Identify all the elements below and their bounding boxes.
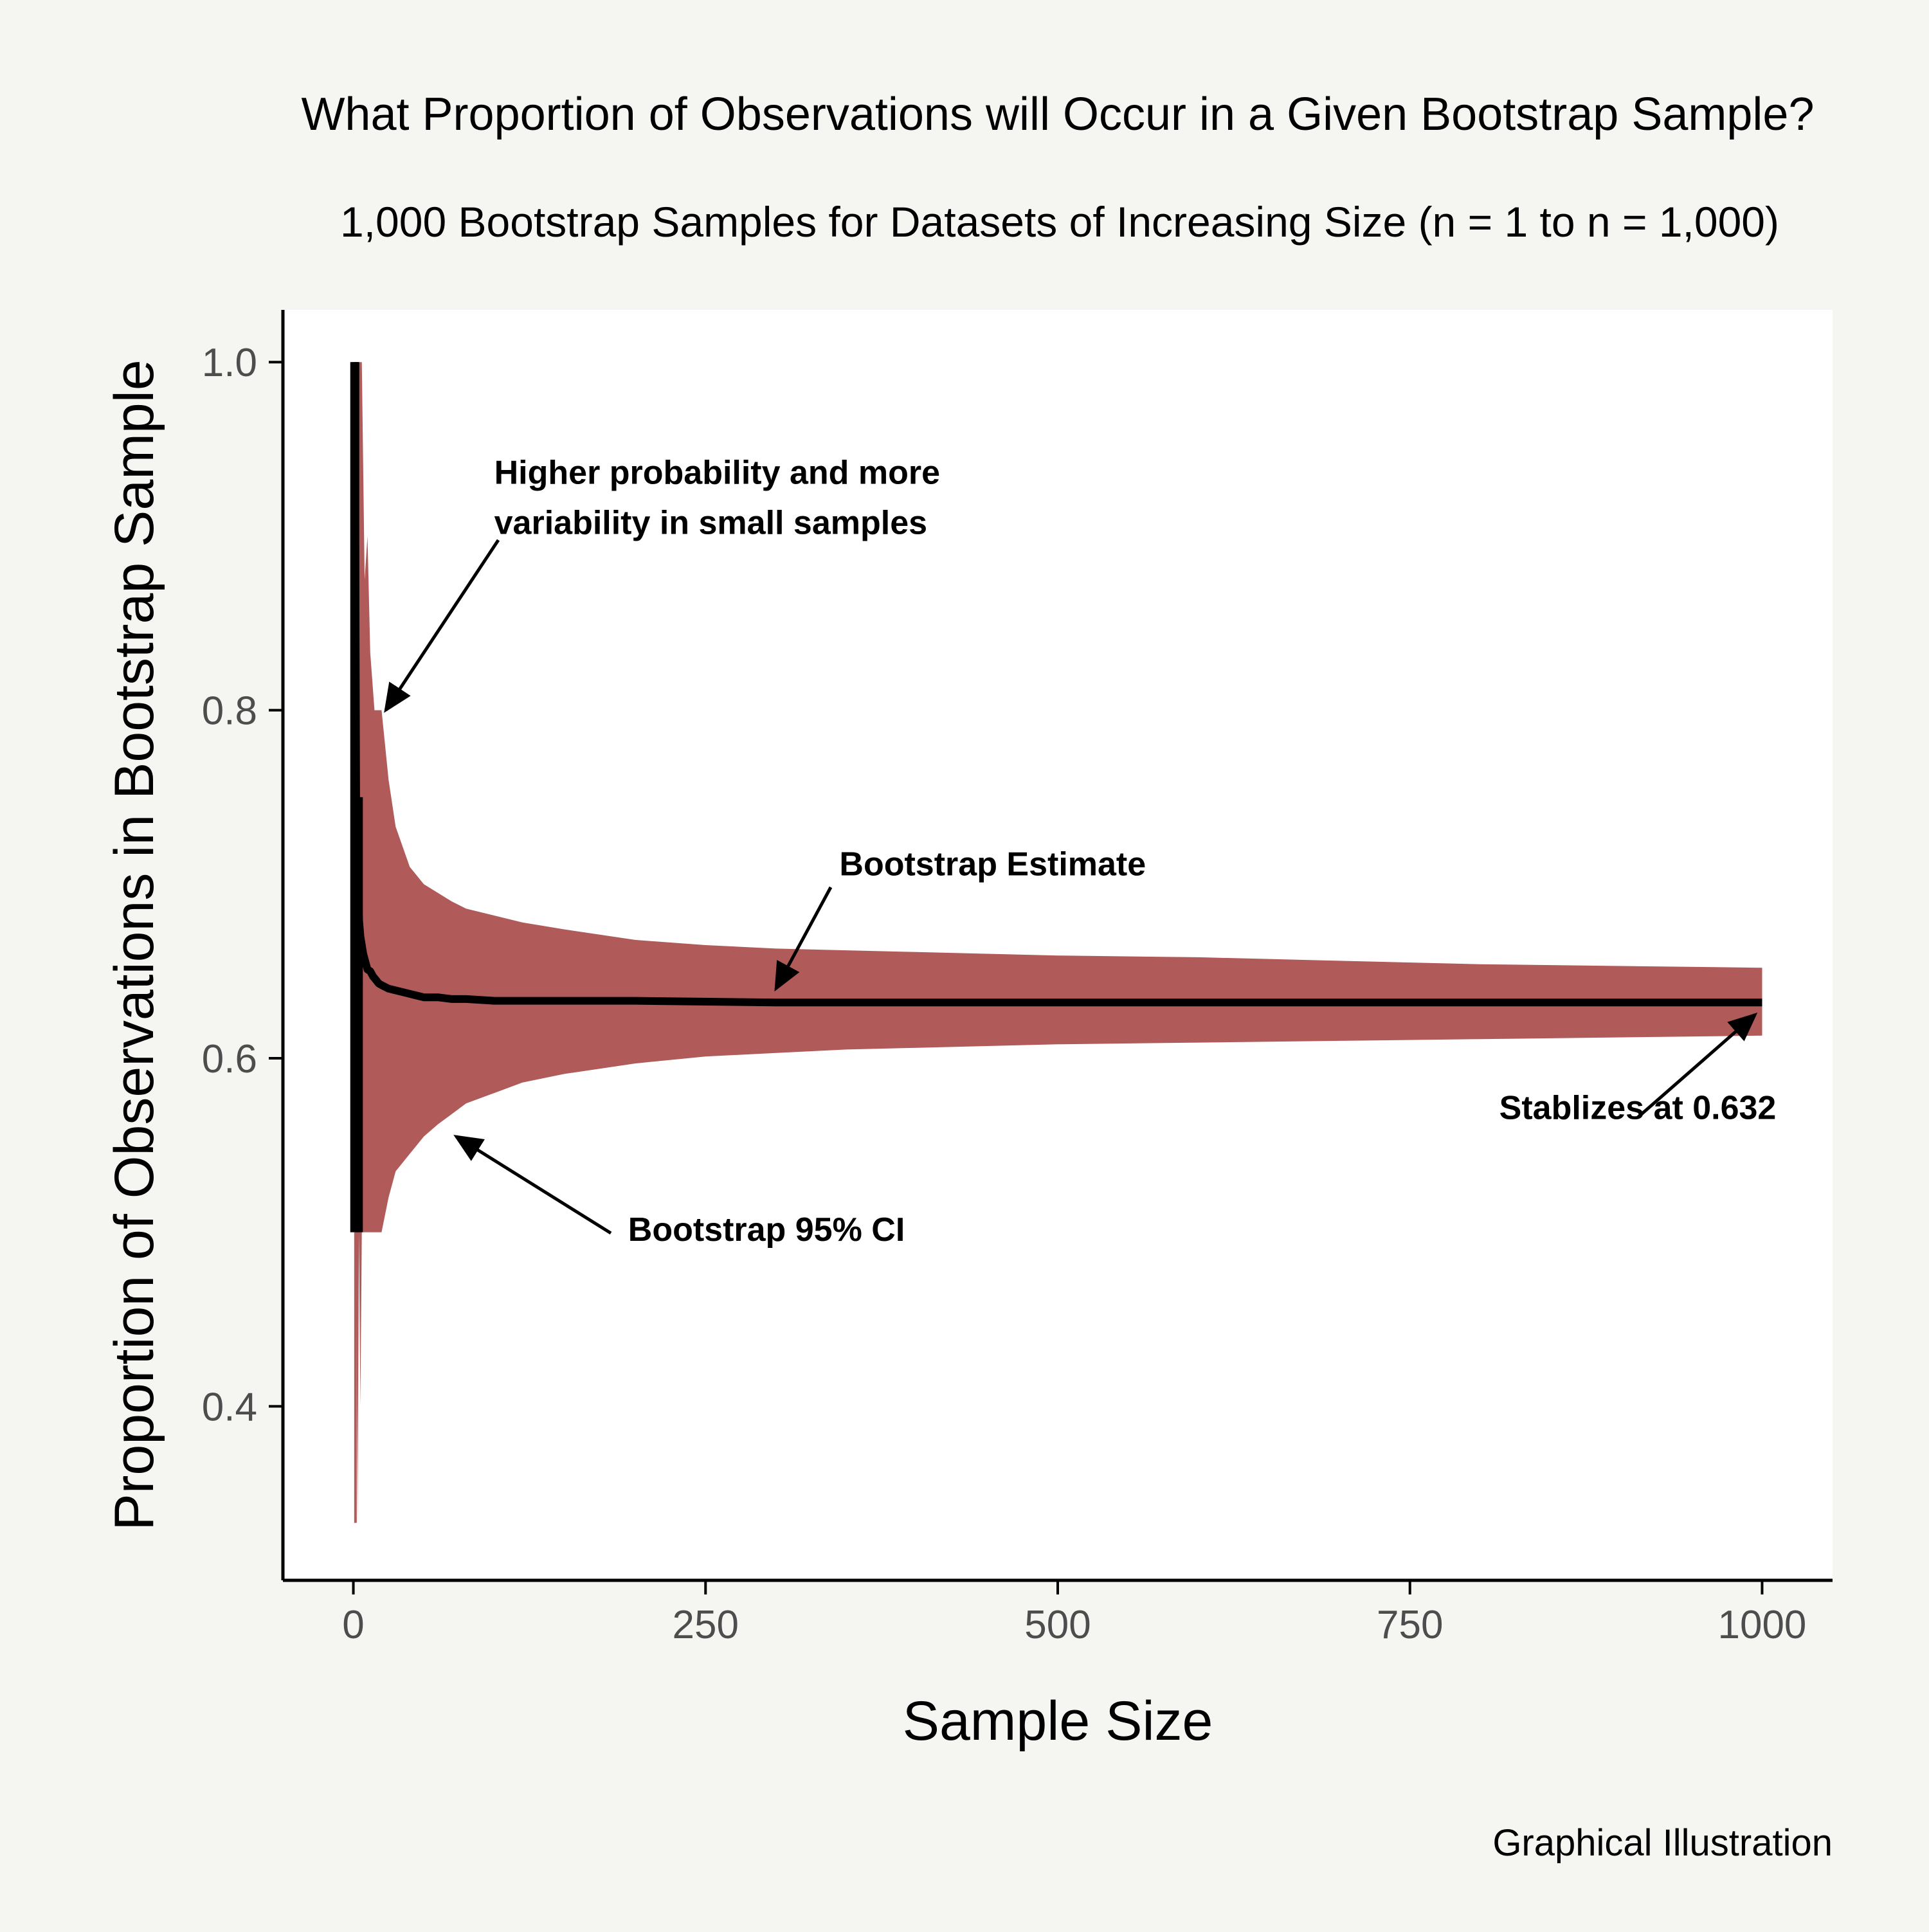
x-tick-label: 500 — [1024, 1603, 1091, 1647]
chart-subtitle: 1,000 Bootstrap Samples for Datasets of … — [340, 198, 1779, 246]
annotations-layer: Higher probability and more variability i… — [384, 455, 1777, 1249]
y-tick-label: 0.4 — [202, 1385, 257, 1429]
annotation-label: Stablizes at 0.632 — [1499, 1090, 1777, 1127]
annotation-arrow — [1636, 1012, 1758, 1119]
annotation-label: Bootstrap 95% CI — [628, 1211, 905, 1249]
annotation-label: Higher probability and more variability i… — [494, 455, 940, 542]
annotation-arrow — [384, 539, 500, 713]
annotation-arrow — [453, 1135, 612, 1235]
y-axis-ticks: 0.4 0.6 0.8 1.0 — [202, 341, 283, 1429]
annotation-line: Bootstrap Estimate — [839, 846, 1146, 883]
x-axis-title: Sample Size — [903, 1690, 1213, 1752]
annotation-line: variability in small samples — [494, 505, 927, 542]
annotation-line: Higher probability and more — [494, 455, 940, 492]
y-tick-label: 0.6 — [202, 1037, 257, 1081]
chart-title: What Proportion of Observations will Occ… — [301, 89, 1814, 140]
x-tick-label: 0 — [342, 1603, 364, 1647]
annotation-label: Bootstrap Estimate — [839, 846, 1146, 883]
y-tick-label: 0.8 — [202, 689, 257, 734]
ci-band — [354, 362, 1762, 1523]
x-axis-ticks: 0 250 500 750 1000 — [342, 1580, 1806, 1647]
ci-band-layer — [354, 362, 1762, 1523]
y-axis-title: Proportion of Observations in Bootstrap … — [104, 359, 165, 1530]
x-tick-label: 750 — [1377, 1603, 1443, 1647]
estimate-line-layer — [350, 362, 1762, 1232]
x-tick-label: 1000 — [1717, 1603, 1806, 1647]
chart-caption: Graphical Illustration — [1492, 1822, 1833, 1864]
y-tick-label: 1.0 — [202, 341, 257, 385]
x-tick-label: 250 — [673, 1603, 739, 1647]
annotation-line: Stablizes at 0.632 — [1499, 1090, 1777, 1127]
annotation-line: Bootstrap 95% CI — [628, 1211, 905, 1249]
annotation-arrow — [774, 886, 833, 992]
